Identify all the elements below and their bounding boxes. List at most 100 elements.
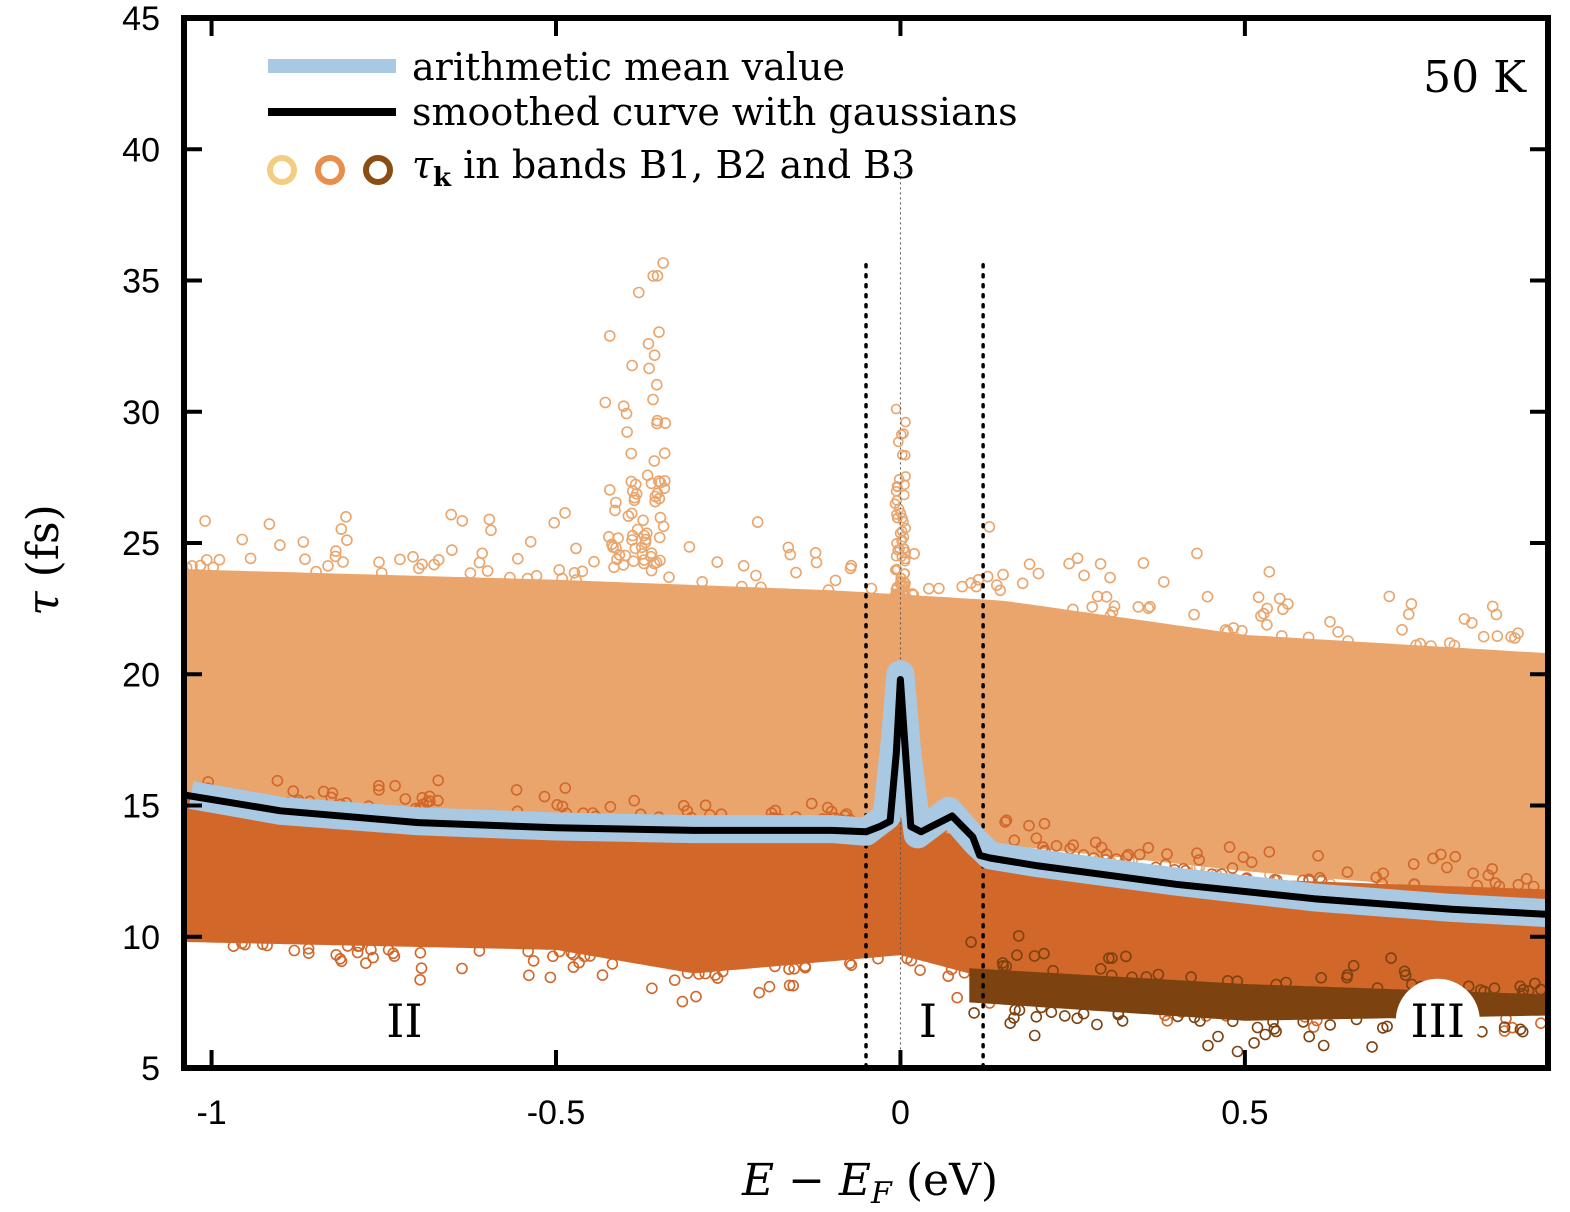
band-point-1 bbox=[642, 337, 655, 350]
band-point-3 bbox=[1347, 959, 1360, 972]
band-point-1 bbox=[972, 573, 985, 586]
band-point-3 bbox=[1341, 969, 1354, 981]
band-point-2 bbox=[606, 958, 619, 970]
band-point-2 bbox=[843, 957, 856, 970]
band-point-2 bbox=[1023, 819, 1035, 832]
band-point-2 bbox=[302, 942, 315, 955]
y-tick-label: 45 bbox=[122, 0, 160, 38]
band-point-1 bbox=[609, 504, 621, 517]
region-label-ii: II bbox=[386, 994, 422, 1048]
band-point-1 bbox=[893, 606, 905, 618]
band-point-2 bbox=[1038, 817, 1051, 830]
band-point-1 bbox=[1063, 557, 1075, 570]
band-point-2 bbox=[676, 995, 689, 1008]
band-point-3 bbox=[1516, 1025, 1529, 1038]
band-point-1 bbox=[632, 286, 645, 299]
axis-ticks bbox=[184, 18, 1548, 1068]
band-point-2 bbox=[287, 785, 300, 797]
band-point-1 bbox=[711, 556, 724, 568]
y-tick-label: 10 bbox=[122, 919, 160, 957]
band-point-1 bbox=[340, 510, 352, 523]
band-point-3 bbox=[1035, 1001, 1048, 1014]
band-point-1 bbox=[653, 531, 666, 544]
band-point-1 bbox=[822, 584, 835, 596]
band-point-1 bbox=[895, 429, 907, 440]
band-point-1 bbox=[1108, 600, 1121, 613]
band-point-1 bbox=[194, 559, 207, 572]
band-point-2 bbox=[1512, 878, 1525, 891]
band-point-1 bbox=[416, 558, 428, 571]
band-point-3 bbox=[1297, 1016, 1309, 1028]
band-point-3 bbox=[1013, 1004, 1026, 1017]
band-point-1 bbox=[602, 530, 615, 543]
band-point-3 bbox=[1030, 1010, 1043, 1023]
band-point-2 bbox=[1471, 879, 1483, 892]
band-point-2 bbox=[668, 974, 681, 987]
band-point-2 bbox=[596, 969, 609, 981]
band-point-2 bbox=[239, 938, 251, 951]
band-point-2 bbox=[1000, 814, 1013, 827]
band-point-1 bbox=[899, 449, 911, 461]
band-point-1 bbox=[445, 508, 458, 521]
band-point-3 bbox=[1202, 1039, 1214, 1052]
band-point-1 bbox=[611, 553, 623, 566]
band-point-1 bbox=[485, 524, 497, 537]
band-point-2 bbox=[1193, 854, 1205, 866]
band-point-1 bbox=[1396, 623, 1408, 636]
band-point-1 bbox=[297, 536, 310, 548]
band-point-1 bbox=[647, 270, 660, 282]
band-point-2 bbox=[763, 980, 776, 993]
band-point-1 bbox=[1091, 590, 1104, 603]
band-point-2 bbox=[1312, 849, 1324, 862]
temperature-annotation: 50 K bbox=[1423, 52, 1527, 103]
band-point-1 bbox=[476, 547, 489, 560]
band-point-1 bbox=[330, 545, 342, 557]
band-point-1 bbox=[645, 477, 658, 490]
band-point-2 bbox=[604, 800, 617, 813]
band-point-1 bbox=[329, 550, 342, 563]
band-point-1 bbox=[588, 555, 600, 568]
band-point-3 bbox=[1171, 1010, 1184, 1023]
band-point-1 bbox=[617, 559, 630, 571]
band-point-1 bbox=[1425, 640, 1437, 652]
band-point-2 bbox=[326, 787, 339, 799]
y-tick-label: 5 bbox=[141, 1050, 160, 1088]
band-point-2 bbox=[473, 945, 486, 957]
band-point-1 bbox=[559, 507, 571, 519]
band-point-2 bbox=[901, 952, 913, 965]
band-point-1 bbox=[810, 556, 823, 569]
band-point-2 bbox=[1486, 863, 1498, 875]
band-point-1 bbox=[1132, 601, 1145, 613]
band-point-1 bbox=[1448, 639, 1461, 652]
band-point-1 bbox=[473, 556, 486, 569]
band-point-2 bbox=[783, 979, 796, 992]
band-point-1 bbox=[610, 496, 622, 509]
band-point-3 bbox=[1371, 982, 1384, 994]
band-point-1 bbox=[1191, 547, 1203, 560]
band-point-1 bbox=[908, 547, 921, 560]
y-tick-label: 35 bbox=[122, 263, 160, 301]
band-point-2 bbox=[1370, 871, 1383, 884]
band-point-1 bbox=[970, 580, 983, 593]
band-point-1 bbox=[648, 349, 661, 362]
band-point-3 bbox=[1094, 962, 1107, 975]
band-point-3 bbox=[1317, 1039, 1330, 1052]
band-point-1 bbox=[683, 541, 696, 553]
y-tick-label: 30 bbox=[122, 394, 160, 432]
band-point-1 bbox=[524, 535, 537, 548]
guide-lines bbox=[864, 162, 985, 1068]
band-point-1 bbox=[899, 615, 911, 627]
band-point-2 bbox=[1341, 866, 1354, 879]
band-point-2 bbox=[999, 816, 1011, 828]
band-point-2 bbox=[373, 784, 385, 796]
band-point-1 bbox=[1405, 598, 1418, 610]
band-point-2 bbox=[646, 982, 658, 995]
band-point-1 bbox=[898, 489, 910, 501]
band-point-2 bbox=[1506, 1021, 1519, 1034]
band-point-2 bbox=[387, 947, 400, 960]
band-point-3 bbox=[1385, 952, 1397, 964]
band-point-3 bbox=[1185, 971, 1197, 983]
band-point-2 bbox=[522, 945, 534, 958]
band-point-3 bbox=[1324, 1019, 1336, 1031]
band-point-1 bbox=[890, 403, 902, 415]
